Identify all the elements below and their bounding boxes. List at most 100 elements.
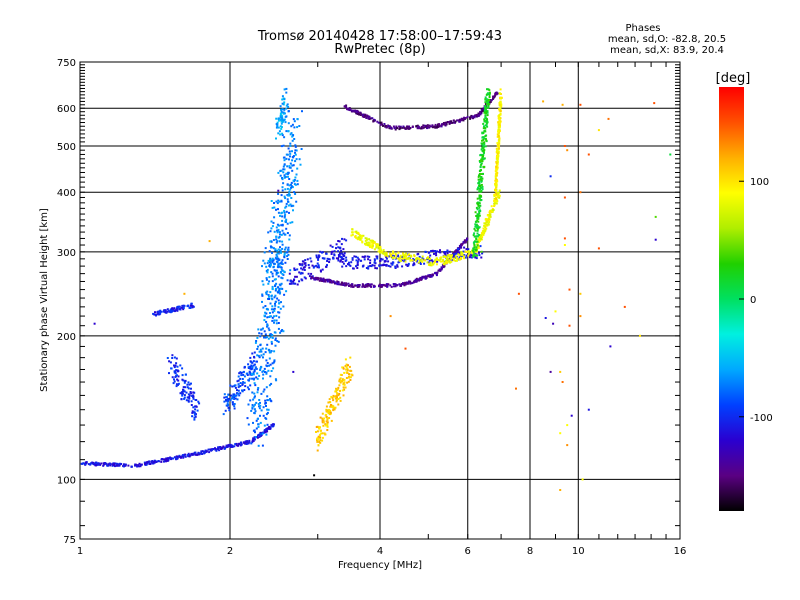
echo-point — [376, 245, 379, 247]
echo-point — [479, 166, 482, 169]
echo-point — [495, 202, 498, 205]
echo-point — [422, 126, 425, 129]
echo-point — [203, 452, 206, 455]
echo-point — [194, 451, 197, 454]
echo-point — [290, 186, 293, 189]
echo-point — [236, 380, 239, 383]
echo-point — [269, 315, 272, 318]
echo-point — [339, 252, 341, 255]
echo-point — [380, 121, 383, 124]
colorbar-tick-label: -100 — [750, 413, 773, 424]
echo-point — [488, 96, 491, 98]
echo-point — [176, 370, 179, 373]
echo-point — [477, 175, 480, 178]
echo-point — [496, 155, 499, 157]
echo-point — [295, 149, 298, 152]
echo-point — [464, 250, 467, 253]
echo-point — [106, 464, 109, 467]
echo-point — [381, 252, 384, 255]
echo-point — [416, 279, 418, 282]
echo-point — [383, 284, 386, 287]
echo-point — [434, 123, 437, 126]
echo-point — [439, 249, 441, 252]
echo-point — [178, 308, 181, 311]
echo-point — [296, 126, 299, 129]
echo-point — [401, 126, 404, 129]
echo-point — [264, 417, 267, 419]
echo-point — [480, 111, 483, 114]
echo-point — [482, 122, 485, 125]
echo-point — [270, 271, 273, 274]
echo-point — [246, 440, 249, 443]
echo-point — [344, 386, 347, 389]
echo-point — [366, 243, 369, 246]
echo-point — [457, 253, 460, 256]
echo-point — [396, 264, 399, 267]
echo-point — [295, 275, 298, 278]
echo-point — [266, 365, 269, 368]
echo-point — [453, 257, 456, 260]
echo-point — [354, 284, 357, 287]
echo-point — [377, 247, 380, 250]
echo-point — [277, 258, 280, 261]
echo-point — [237, 389, 240, 392]
echo-point — [274, 278, 277, 281]
echo-point — [256, 388, 259, 391]
echo-point — [138, 465, 141, 468]
echo-point — [257, 403, 260, 405]
echo-point — [275, 117, 278, 120]
echo-point — [278, 224, 280, 227]
echo-point — [277, 132, 280, 135]
echo-point — [353, 255, 356, 258]
echo-point — [489, 210, 492, 213]
echo-point — [336, 399, 338, 402]
echo-point — [331, 245, 334, 248]
echo-point — [289, 142, 292, 145]
echo-point — [294, 183, 297, 186]
echo-point — [265, 293, 268, 296]
echo-point — [422, 258, 425, 261]
echo-point — [351, 228, 354, 231]
echo-point — [317, 264, 320, 267]
echo-point — [263, 330, 266, 333]
echo-point — [394, 285, 397, 288]
echo-point — [186, 454, 189, 457]
echo-point — [188, 397, 191, 400]
echo-point — [269, 426, 272, 429]
echo-point — [363, 256, 366, 259]
echo-point — [240, 372, 243, 374]
echo-point — [411, 259, 414, 262]
echo-point — [270, 342, 273, 345]
echo-point — [251, 366, 254, 369]
echo-point — [384, 254, 387, 257]
echo-point — [301, 264, 304, 267]
echo-point — [260, 332, 263, 335]
echo-point — [371, 246, 374, 249]
echo-point — [163, 460, 165, 463]
echo-point — [283, 101, 286, 104]
echo-point — [242, 371, 245, 374]
echo-point — [340, 256, 343, 259]
data-points — [80, 87, 672, 491]
echo-point — [267, 369, 270, 372]
echo-point — [257, 345, 259, 348]
echo-point — [271, 206, 274, 209]
echo-point — [361, 235, 363, 238]
echo-point — [258, 405, 260, 408]
echo-point — [283, 233, 286, 236]
echo-point — [399, 125, 402, 128]
echo-point — [274, 304, 277, 307]
echo-point — [340, 283, 343, 286]
echo-point — [270, 424, 273, 427]
echo-point — [444, 122, 447, 124]
echo-point — [426, 257, 429, 260]
echo-point — [483, 141, 486, 144]
echo-point — [269, 363, 272, 366]
echo-point — [479, 190, 482, 193]
echo-point — [470, 115, 473, 118]
echo-point — [284, 121, 287, 124]
echo-point — [227, 406, 230, 409]
echo-point — [259, 348, 262, 351]
echo-point — [351, 257, 354, 260]
echo-point — [270, 200, 273, 202]
